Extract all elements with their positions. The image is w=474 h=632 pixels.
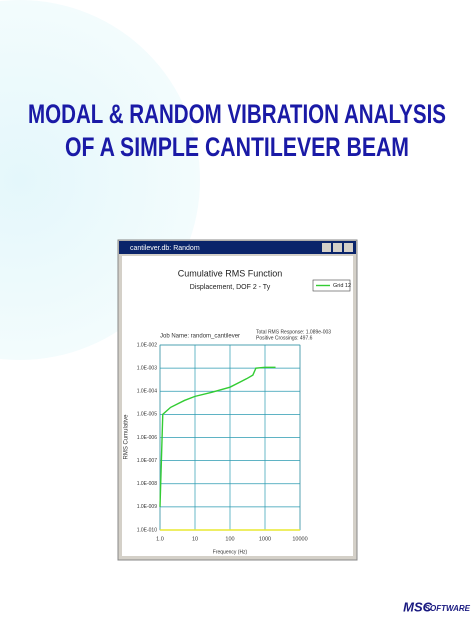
minimize-button[interactable] [322, 243, 331, 252]
x-axis-label: Frequency (Hz) [213, 549, 248, 555]
chart-subtitle: Displacement, DOF 2 - Ty [190, 284, 271, 291]
y-tick-label: 1.0E-006 [137, 435, 158, 441]
chart-title: Cumulative RMS Function [178, 268, 283, 278]
legend [312, 279, 351, 292]
x-tick-label: 1.0 [156, 536, 164, 542]
annotation: Total RMS Response: 1.089e-003 [256, 329, 331, 335]
y-tick-label: 1.0E-010 [137, 527, 158, 533]
x-tick-label: 10000 [292, 536, 307, 542]
x-tick-label: 10 [192, 536, 198, 542]
title-bar [119, 241, 356, 254]
close-button[interactable] [344, 243, 353, 252]
y-tick-label: 1.0E-004 [137, 389, 158, 395]
logo: MSC [403, 599, 433, 614]
y-tick-label: 1.0E-009 [137, 504, 158, 510]
logo: SOFTWARE [425, 604, 471, 613]
window-title: cantilever.db: Random [130, 245, 200, 252]
slide-title: OF A SIMPLE CANTILEVER BEAM [65, 132, 409, 162]
y-tick-label: 1.0E-007 [137, 458, 158, 464]
slide-title: MODAL & RANDOM VIBRATION ANALYSIS [28, 99, 446, 129]
x-tick-label: 100 [225, 536, 234, 542]
y-tick-label: 1.0E-003 [137, 365, 158, 371]
y-tick-label: 1.0E-005 [137, 412, 158, 418]
x-tick-label: 1000 [259, 536, 271, 542]
annotation: Job Name: random_cantilever [160, 334, 240, 340]
y-tick-label: 1.0E-002 [137, 342, 158, 348]
annotation: Positive Crossings: 497.6 [256, 335, 313, 341]
y-tick-label: 1.0E-008 [137, 481, 158, 487]
y-axis-label: RMS Cumulative [124, 414, 130, 460]
series-line [159, 366, 276, 507]
maximize-button[interactable] [333, 243, 342, 252]
legend-label: Grid 12 [333, 283, 351, 289]
